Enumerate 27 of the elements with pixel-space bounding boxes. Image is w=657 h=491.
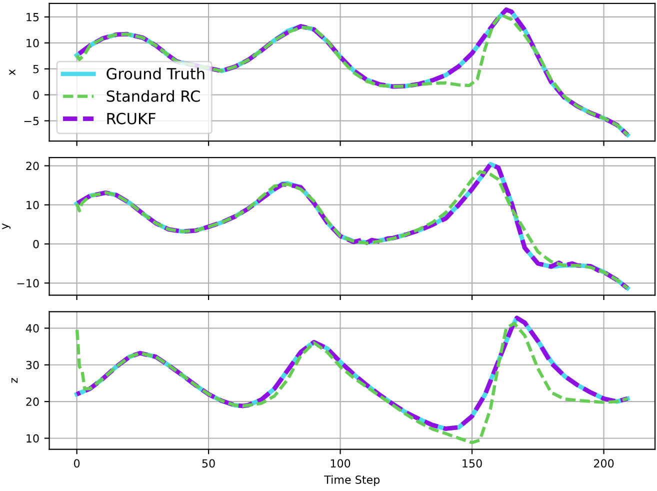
x-tick-label: 50 <box>202 459 215 468</box>
y-axis-title: x <box>9 69 16 76</box>
y-axis-title: z <box>11 378 18 383</box>
y-tick-label: 0 <box>33 90 39 100</box>
y-tick-label: 15 <box>26 13 39 22</box>
x-tick-label: 150 <box>462 459 482 468</box>
y-tick-label: 40 <box>26 324 39 333</box>
y-tick-label: 0 <box>33 240 39 248</box>
x-tick-label: 100 <box>330 459 350 468</box>
y-tick-label: 5 <box>33 64 39 74</box>
legend-label: RCUKF <box>107 112 156 124</box>
line-series <box>74 316 630 431</box>
legend-label: Standard RC <box>106 90 200 102</box>
y-tick-label: 10 <box>26 200 39 210</box>
y-axis-title: y <box>2 223 11 230</box>
y-tick-label: −10 <box>17 279 39 288</box>
y-tick-label: 20 <box>26 162 39 170</box>
line-series <box>75 322 630 444</box>
x-tick-label: 0 <box>74 459 80 468</box>
x-axis-title: Time Step <box>324 475 380 486</box>
y-tick-label: −5 <box>24 116 39 126</box>
y-tick-label: 10 <box>26 434 39 443</box>
y-tick-label: 10 <box>26 38 39 48</box>
x-tick-label: 200 <box>594 459 614 468</box>
y-tick-label: 30 <box>26 360 39 370</box>
y-tick-label: 20 <box>26 398 39 406</box>
legend-label: Ground Truth <box>106 68 204 80</box>
